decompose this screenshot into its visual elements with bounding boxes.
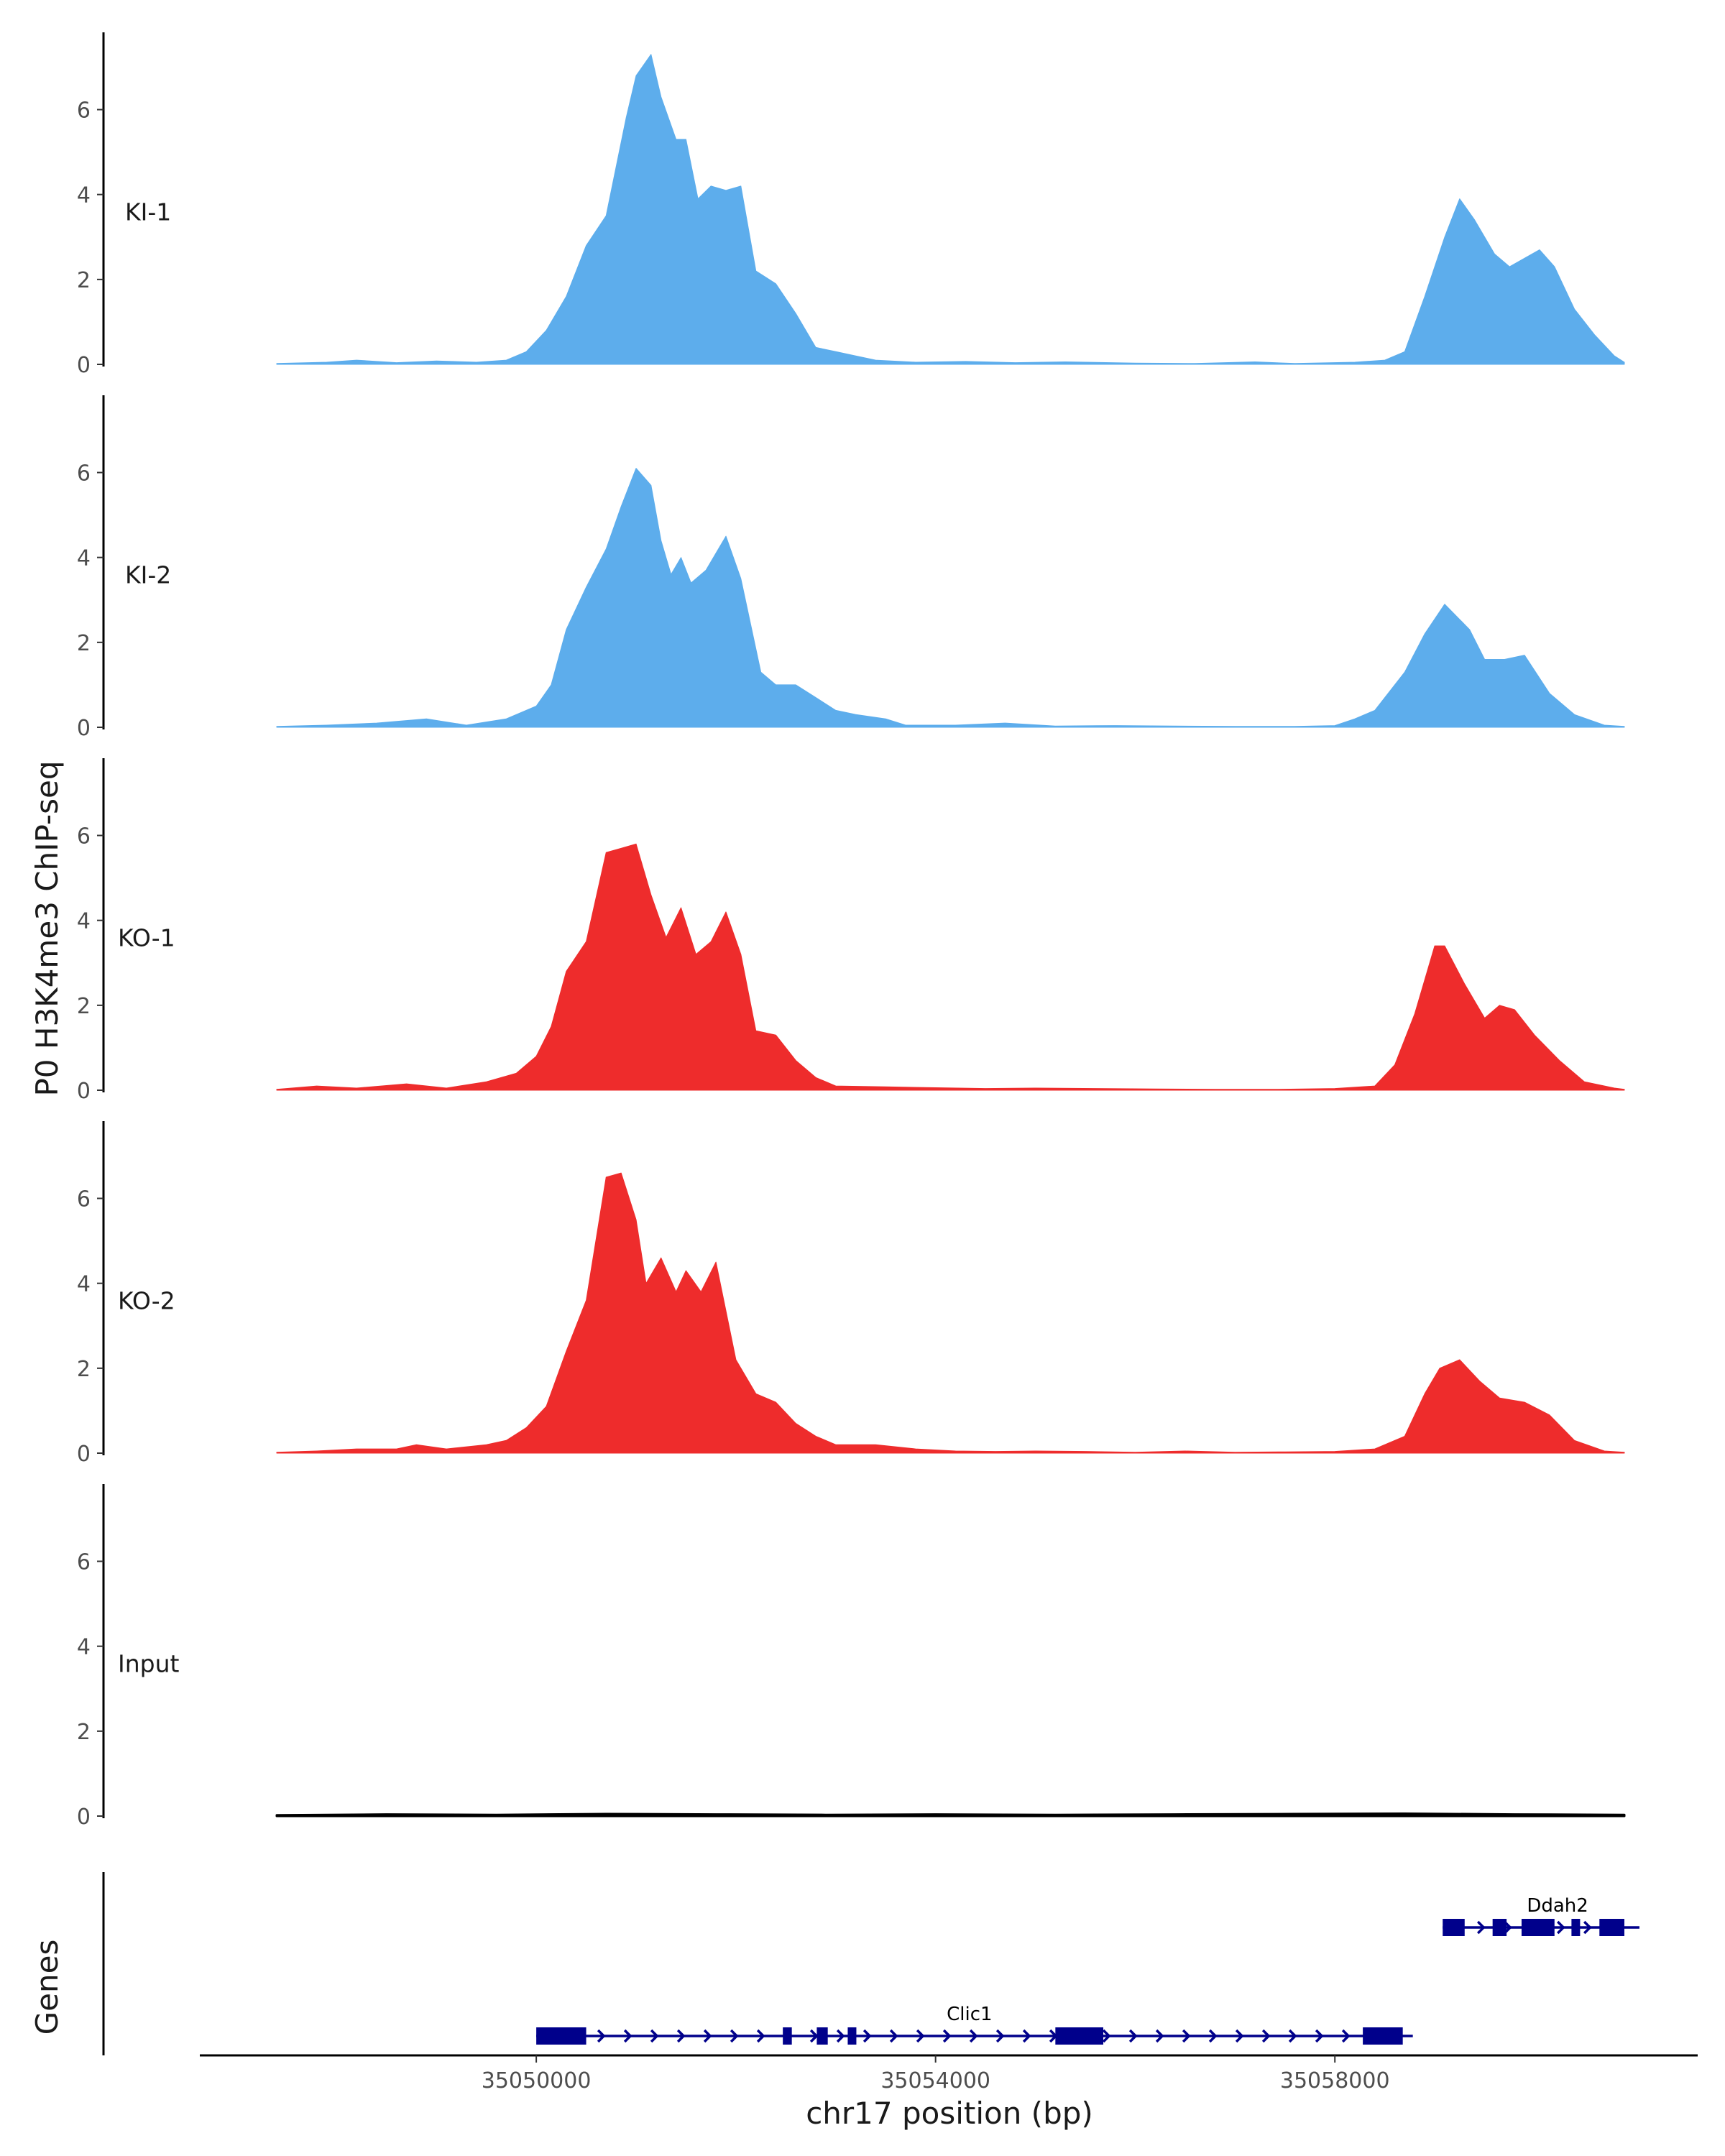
strand-arrow xyxy=(1208,2029,1218,2043)
exon xyxy=(1599,1919,1624,1936)
strand-arrow xyxy=(1583,1920,1592,1935)
strand-arrow xyxy=(942,2029,952,2043)
x-tick-label: 35054000 xyxy=(880,2068,990,2093)
y-tick-label: 2 xyxy=(77,631,91,656)
exon xyxy=(847,2027,857,2045)
strand-arrow xyxy=(1128,2029,1138,2043)
strand-arrow xyxy=(995,2029,1005,2043)
exon xyxy=(1521,1919,1555,1936)
strand-arrow xyxy=(730,2029,739,2043)
y-tick-label: 4 xyxy=(77,909,91,934)
y-tick-label: 6 xyxy=(77,98,91,124)
strand-arrow xyxy=(809,2029,819,2043)
strand-arrow xyxy=(703,2029,712,2043)
y-tick-label: 0 xyxy=(77,1442,91,1467)
strand-arrow xyxy=(1288,2029,1297,2043)
y-tick-label: 6 xyxy=(77,824,91,849)
track-ki-1: 0 2 4 6 KI-1 xyxy=(77,32,1625,378)
track-input: 0 2 4 6 Input xyxy=(77,1484,1626,1830)
strand-arrow xyxy=(1476,1920,1486,1935)
strand-arrow xyxy=(1341,2029,1351,2043)
y-tick-label: 6 xyxy=(77,461,91,487)
y-tick-label: 0 xyxy=(77,1079,91,1104)
x-tick-label: 35050000 xyxy=(482,2068,592,2093)
y-tick-label: 6 xyxy=(77,1550,91,1575)
coverage-tracks: 0 2 4 6 KI-1 0 2 4 6 KI-2 0 2 4 6 KO-1 0 2 4 6 KO-2 0 2 4 6 Inpu… xyxy=(77,32,1626,1830)
y-tick-label: 2 xyxy=(77,994,91,1019)
exon xyxy=(536,2027,586,2045)
coverage-area-ki-2 xyxy=(276,468,1625,728)
coverage-area-ko-2 xyxy=(276,1172,1625,1454)
track-ko-2: 0 2 4 6 KO-2 xyxy=(77,1121,1625,1467)
strand-arrow xyxy=(1261,2029,1271,2043)
coverage-area-ko-1 xyxy=(276,843,1625,1091)
y-tick-label: 4 xyxy=(77,546,91,571)
y-tick-label: 2 xyxy=(77,1357,91,1382)
y-tick-label: 6 xyxy=(77,1187,91,1212)
strand-arrow xyxy=(1102,2029,1111,2043)
strand-arrow xyxy=(969,2029,978,2043)
strand-arrow xyxy=(676,2029,686,2043)
track-ki-2: 0 2 4 6 KI-2 xyxy=(77,395,1625,741)
strand-arrow xyxy=(1155,2029,1164,2043)
gene-label: Ddah2 xyxy=(1527,1895,1588,1917)
track-ko-1: 0 2 4 6 KO-1 xyxy=(77,758,1625,1104)
gene-clic1: Clic1 xyxy=(536,2004,1413,2045)
y-tick-label: 0 xyxy=(77,353,91,378)
y-tick-label: 4 xyxy=(77,1272,91,1297)
y-tick-label: 0 xyxy=(77,716,91,741)
strand-arrow xyxy=(1182,2029,1191,2043)
strand-arrow xyxy=(1556,1920,1565,1935)
gene-track: Clic1 Ddah2 xyxy=(102,1872,1639,2055)
exon xyxy=(783,2027,792,2045)
strand-arrow xyxy=(916,2029,925,2043)
strand-arrow xyxy=(1315,2029,1324,2043)
track-label: KI-1 xyxy=(125,198,171,226)
strand-arrow xyxy=(623,2029,632,2043)
exon xyxy=(1363,2027,1403,2045)
track-label: KO-2 xyxy=(118,1286,175,1314)
strand-arrow xyxy=(597,2029,606,2043)
exon xyxy=(1492,1919,1507,1936)
exon xyxy=(816,2027,828,2045)
track-label: KI-2 xyxy=(125,561,171,589)
strand-arrow xyxy=(1235,2029,1244,2043)
gene-axis-title: Genes xyxy=(29,1940,65,2035)
strand-arrow xyxy=(650,2029,659,2043)
coverage-area-input xyxy=(275,1812,1626,1818)
exon xyxy=(1055,2027,1103,2045)
coverage-area-ki-1 xyxy=(276,54,1625,365)
track-label: KO-1 xyxy=(118,923,175,952)
strand-arrow xyxy=(756,2029,765,2043)
y-tick-label: 0 xyxy=(77,1805,91,1830)
strand-arrow xyxy=(862,2029,872,2043)
track-label: Input xyxy=(118,1649,180,1677)
y-tick-label: 2 xyxy=(77,1720,91,1745)
x-axis-title: chr17 position (bp) xyxy=(806,2096,1093,2131)
strand-arrow xyxy=(1022,2029,1031,2043)
strand-arrow xyxy=(836,2029,845,2043)
gene-ddah2: Ddah2 xyxy=(1443,1895,1639,1936)
exon xyxy=(1443,1919,1465,1936)
x-axis: 35050000 35054000 35058000 xyxy=(200,2054,1698,2093)
y-axis-title: P0 H3K4me3 ChIP-seq xyxy=(29,760,65,1096)
y-tick-label: 2 xyxy=(77,268,91,293)
y-tick-label: 4 xyxy=(77,183,91,208)
x-tick-label: 35058000 xyxy=(1280,2068,1390,2093)
y-tick-label: 4 xyxy=(77,1635,91,1660)
exon xyxy=(1571,1919,1581,1936)
gene-label: Clic1 xyxy=(947,2004,992,2025)
strand-arrow xyxy=(889,2029,898,2043)
